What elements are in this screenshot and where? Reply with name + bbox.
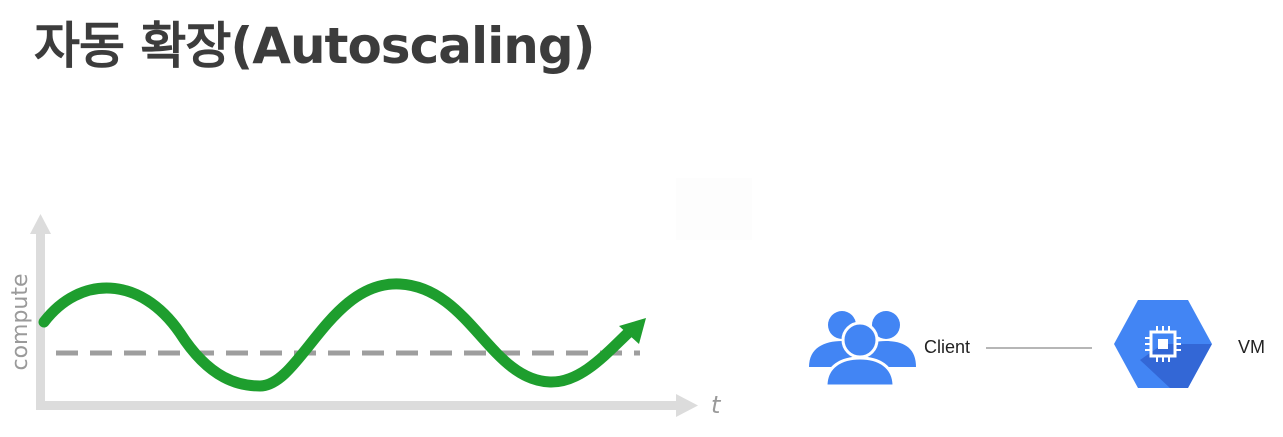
demand-curve xyxy=(38,278,634,392)
graph-axes xyxy=(30,214,698,417)
x-axis-arrow-icon xyxy=(676,394,698,417)
arrow-head-icon xyxy=(619,318,646,344)
page-title: 자동 확장(Autoscaling) xyxy=(34,17,595,75)
vm-label: VM xyxy=(1238,337,1265,357)
blank-panel xyxy=(676,178,752,240)
y-axis-label: compute xyxy=(8,273,33,370)
client-label: Client xyxy=(924,337,970,357)
vm-chip-icon xyxy=(1114,300,1212,388)
x-axis-line xyxy=(36,401,678,410)
x-axis-label: t xyxy=(711,391,722,419)
y-axis-arrow-icon xyxy=(30,214,51,234)
users-icon xyxy=(809,311,916,388)
